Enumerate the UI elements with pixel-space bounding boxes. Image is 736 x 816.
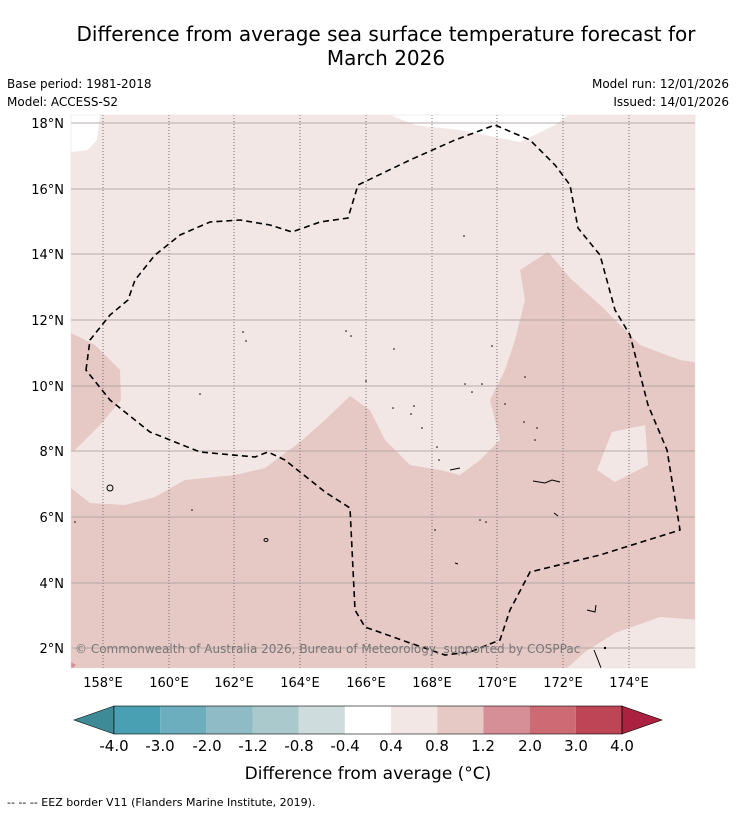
- colorbar-label: Difference from average (°C): [244, 764, 492, 784]
- colorbar-tick: 4.0: [610, 737, 634, 755]
- lat-label: 14°N: [31, 248, 64, 263]
- eez-border: [85, 124, 681, 656]
- colorbar-tick: 2.0: [518, 737, 542, 755]
- lat-label: 18°N: [31, 117, 64, 132]
- colorbar-tick: -1.2: [238, 737, 267, 755]
- colorbar-tick: -3.0: [145, 737, 174, 755]
- colorbar-bin: [298, 706, 345, 734]
- colorbar-tick: -4.0: [99, 737, 128, 755]
- lat-label: 4°N: [40, 577, 65, 592]
- longitude-labels: 158°E 160°E 162°E 164°E 166°E 168°E 170°…: [83, 676, 649, 691]
- colorbar-extend-max: [621, 705, 663, 735]
- lon-label: 160°E: [149, 676, 189, 691]
- anomaly-neutral-top: [390, 115, 568, 142]
- colorbar-extend-min: [73, 705, 115, 735]
- colorbar-bin: [160, 706, 207, 734]
- colorbar-bin: [575, 706, 622, 734]
- lat-label: 16°N: [31, 183, 64, 198]
- colorbar-tick: 0.4: [379, 737, 403, 755]
- base-period: Base period: 1981-2018: [7, 77, 152, 91]
- latitude-labels: 18°N 16°N 14°N 12°N 10°N 8°N 6°N 4°N 2°N: [31, 117, 64, 657]
- map-title: Difference from average sea surface temp…: [40, 22, 732, 70]
- colorbar-bin: [437, 706, 484, 734]
- anomaly-neutral-topleft: [71, 115, 100, 152]
- meta-left: Base period: 1981-2018 Model: ACCESS-S2: [7, 75, 152, 111]
- colorbar-bin: [252, 706, 299, 734]
- anomaly-0-8-1-2-region: [71, 252, 695, 668]
- colorbar-bin: [391, 706, 438, 734]
- title-line-2: March 2026: [326, 46, 446, 70]
- anomaly-0-8-1-2-west-patch: [71, 333, 121, 452]
- model-run: Model run: 12/01/2026: [591, 77, 729, 91]
- issued-date: Issued: 14/01/2026: [613, 95, 729, 109]
- colorbar-tick: -0.4: [330, 737, 359, 755]
- meta-right: Model run: 12/01/2026 Issued: 14/01/2026: [592, 75, 729, 111]
- colorbar: [73, 705, 663, 735]
- colorbar-bin: [344, 706, 392, 734]
- lon-label: 174°E: [609, 676, 649, 691]
- colorbar-frame: [113, 705, 623, 735]
- colorbar-tick: 0.8: [425, 737, 449, 755]
- map-area: [71, 115, 695, 668]
- colorbar-tick-labels: -4.0 -3.0 -2.0 -1.2 -0.8 -0.4 0.4 0.8 1.…: [99, 737, 634, 755]
- anomaly-neutral-bottomleft: [71, 662, 76, 668]
- colorbar-bin: [114, 706, 161, 734]
- colorbar-tick: -0.8: [284, 737, 313, 755]
- eez-legend-footer: -- -- -- EEZ border V11 (Flanders Marine…: [7, 796, 316, 809]
- lat-label: 6°N: [40, 511, 65, 526]
- model-name: Model: ACCESS-S2: [7, 95, 119, 109]
- colorbar-bin: [206, 706, 253, 734]
- copyright-notice: © Commonwealth of Australia 2026, Bureau…: [75, 642, 580, 656]
- colorbar-tick: -2.0: [192, 737, 221, 755]
- lon-label: 166°E: [346, 676, 386, 691]
- lon-label: 172°E: [543, 676, 583, 691]
- lon-label: 164°E: [280, 676, 320, 691]
- anomaly-0-4-0-8-east-patch: [597, 425, 648, 482]
- parallel-lines: [71, 122, 695, 649]
- islands: [106, 467, 602, 668]
- lat-label: 10°N: [31, 380, 64, 395]
- lon-label: 170°E: [477, 676, 517, 691]
- lon-label: 158°E: [83, 676, 123, 691]
- lat-label: 8°N: [40, 445, 65, 460]
- colorbar-tick: 3.0: [564, 737, 588, 755]
- map-frame: [70, 114, 696, 669]
- title-line-1: Difference from average sea surface temp…: [76, 22, 696, 46]
- colorbar-bin: [483, 706, 530, 734]
- lat-label: 12°N: [31, 314, 64, 329]
- colorbar-tick: 1.2: [471, 737, 495, 755]
- lon-label: 162°E: [214, 676, 254, 691]
- lon-label: 168°E: [412, 676, 452, 691]
- island-dots: [74, 235, 607, 650]
- colorbar-bin: [529, 706, 576, 734]
- lat-label: 2°N: [40, 642, 65, 657]
